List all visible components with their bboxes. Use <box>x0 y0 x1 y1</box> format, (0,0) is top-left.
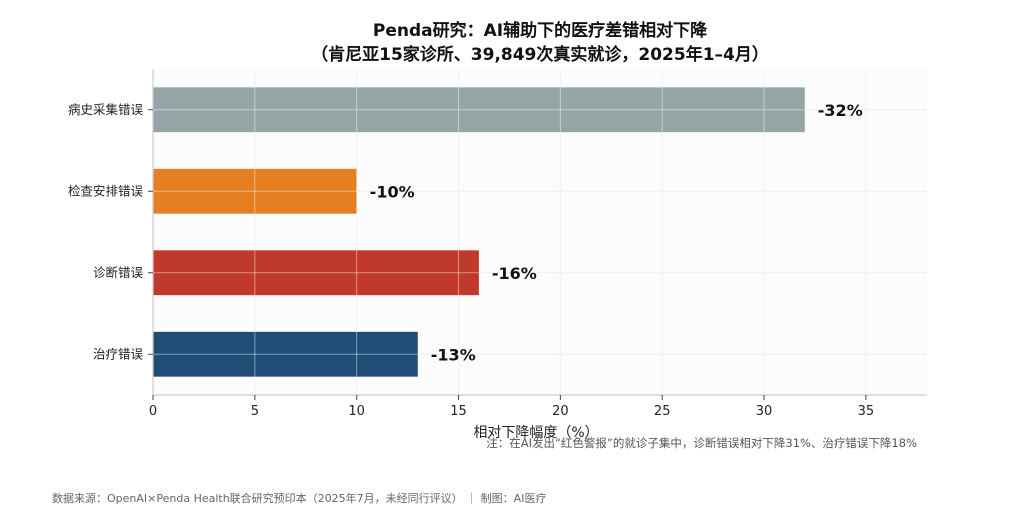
chart-note: 注：在AI发出“红色警报”的就诊子集中，诊断错误相对下降31%、治疗错误下降18… <box>486 436 917 450</box>
x-tick-label: 25 <box>654 404 671 419</box>
x-tick-label: 15 <box>450 404 467 419</box>
data-label: -16% <box>492 264 537 283</box>
y-tick-label: 病史采集错误 <box>68 102 144 117</box>
y-tick-label: 治疗错误 <box>93 346 144 361</box>
x-tick-label: 5 <box>251 404 259 419</box>
bar <box>153 250 479 296</box>
x-axis-ticks: 0 5 10 15 20 25 30 35 <box>149 395 874 419</box>
bar <box>153 168 357 214</box>
y-tick-label: 检查安排错误 <box>68 183 144 198</box>
data-label: -10% <box>370 182 415 201</box>
y-tick-label: 诊断错误 <box>93 265 144 280</box>
bar-overlay-grid <box>152 69 927 395</box>
bar <box>153 331 418 377</box>
data-label: -13% <box>431 345 476 364</box>
chart-title: Penda研究：AI辅助下的医疗差错相对下降 <box>373 20 708 41</box>
source-footer: 数据来源：OpenAI×Penda Health联合研究预印本（2025年7月，… <box>52 491 546 505</box>
chart-subtitle: （肯尼亚15家诊所、39,849次真实就诊，2025年1–4月） <box>311 44 769 65</box>
bar <box>153 87 805 133</box>
x-tick-label: 10 <box>348 404 365 419</box>
data-labels: -32% -10% -16% -13% <box>370 101 863 365</box>
x-tick-label: 35 <box>858 404 875 419</box>
data-label: -32% <box>818 101 863 120</box>
bars <box>153 87 805 377</box>
x-tick-label: 20 <box>552 404 569 419</box>
x-tick-label: 30 <box>756 404 773 419</box>
x-axis-label: 相对下降幅度（%） <box>473 425 598 441</box>
x-tick-label: 0 <box>149 404 157 419</box>
